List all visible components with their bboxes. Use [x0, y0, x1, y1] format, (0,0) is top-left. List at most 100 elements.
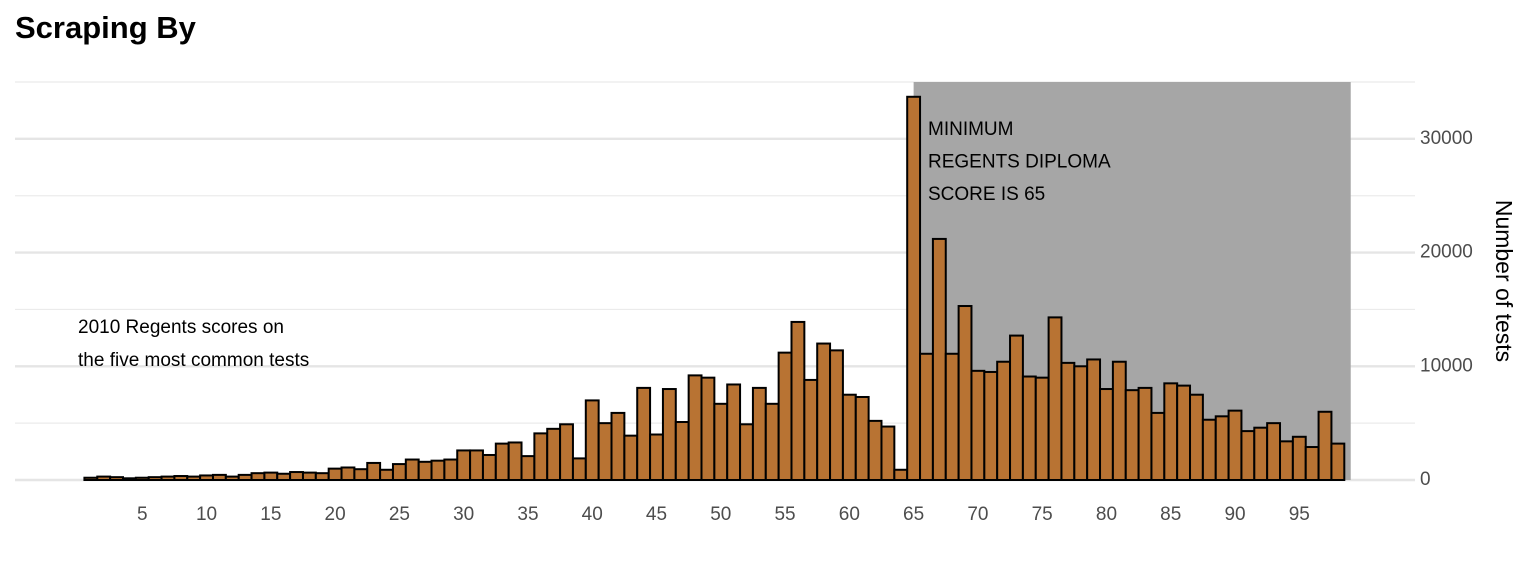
bar: [1060, 361, 1076, 482]
x-tick-label: 35: [517, 504, 538, 525]
bar: [970, 369, 986, 481]
bar: [1021, 375, 1037, 481]
bar: [327, 467, 343, 481]
x-tick-label: 60: [839, 504, 860, 525]
bar: [571, 457, 587, 482]
y-tick-label: 20000: [1420, 242, 1473, 263]
bar: [186, 475, 202, 481]
bar: [1047, 316, 1063, 482]
annotation: MINIMUM: [928, 119, 1013, 140]
bar: [1111, 360, 1127, 482]
x-tick-label: 80: [1096, 504, 1117, 525]
bar: [957, 305, 973, 482]
bar: [674, 421, 690, 481]
bar: [430, 459, 446, 482]
bar: [391, 463, 407, 481]
bar: [893, 468, 909, 482]
bar: [764, 402, 780, 481]
y-axis-title: Number of tests: [1491, 200, 1517, 362]
bar: [546, 427, 562, 482]
chart-title: Scraping By: [15, 10, 197, 45]
bar: [790, 320, 806, 481]
bar: [263, 471, 279, 482]
bar: [1034, 376, 1050, 481]
x-tick-label: 70: [967, 504, 988, 525]
bar: [353, 468, 369, 482]
bar: [83, 476, 99, 481]
bar: [1291, 435, 1307, 482]
x-tick-label: 85: [1160, 504, 1181, 525]
bar: [533, 432, 549, 481]
x-tick-label: 95: [1289, 504, 1310, 525]
bar: [700, 376, 716, 481]
bar: [250, 472, 266, 482]
bar: [649, 433, 664, 481]
bar: [160, 475, 176, 481]
bar: [816, 342, 832, 481]
bar: [1086, 358, 1102, 481]
bar: [1189, 393, 1204, 482]
bar: [1009, 334, 1024, 481]
bar: [983, 370, 999, 482]
bar: [481, 453, 497, 481]
x-tick-label: 20: [325, 504, 346, 525]
bar: [340, 466, 356, 481]
bar: [1073, 365, 1089, 481]
bar: [944, 352, 960, 481]
bar: [1124, 389, 1140, 481]
bar: [931, 237, 947, 481]
bar: [1214, 415, 1230, 482]
bar: [1176, 384, 1192, 482]
bar: [829, 349, 844, 482]
bar: [623, 434, 639, 481]
bar: [507, 441, 523, 481]
x-tick-label: 65: [903, 504, 924, 525]
bar: [1227, 409, 1243, 481]
bar: [1099, 388, 1114, 481]
bar: [1137, 386, 1153, 481]
bar: [751, 386, 767, 481]
x-tick-label: 55: [774, 504, 795, 525]
bar: [379, 468, 394, 482]
y-tick-label: 30000: [1420, 128, 1473, 149]
bar: [1304, 446, 1320, 481]
bar: [1163, 382, 1179, 482]
bar: [636, 386, 652, 481]
bar: [520, 455, 536, 481]
bar: [404, 458, 420, 482]
bar: [456, 449, 472, 482]
bar: [443, 458, 459, 482]
bar: [237, 473, 253, 481]
bar: [726, 383, 742, 482]
x-tick-label: 30: [453, 504, 474, 525]
bar: [584, 399, 600, 481]
x-tick-label: 15: [260, 504, 281, 525]
bar: [610, 411, 626, 481]
bar: [867, 419, 883, 481]
bar: [494, 442, 510, 481]
bar: [417, 460, 433, 482]
bar: [661, 388, 677, 481]
annotation: 2010 Regents scores on: [78, 317, 284, 338]
bar: [1240, 430, 1256, 481]
annotation: the five most common tests: [78, 350, 309, 371]
bar: [1279, 440, 1294, 481]
x-tick-label: 40: [582, 504, 603, 525]
y-tick-label: 10000: [1420, 355, 1473, 376]
bar: [841, 393, 857, 482]
x-tick-label: 50: [710, 504, 731, 525]
bar: [366, 461, 382, 482]
x-tick-label: 5: [137, 504, 148, 525]
bar: [559, 423, 574, 481]
bar: [1266, 422, 1282, 481]
bar: [906, 95, 922, 481]
bar: [301, 471, 317, 482]
x-tick-label: 90: [1224, 504, 1245, 525]
bar: [173, 475, 189, 481]
x-tick-label: 75: [1032, 504, 1053, 525]
bar: [96, 475, 112, 481]
bar: [147, 476, 163, 481]
bar: [1150, 411, 1166, 481]
bar: [224, 475, 240, 481]
